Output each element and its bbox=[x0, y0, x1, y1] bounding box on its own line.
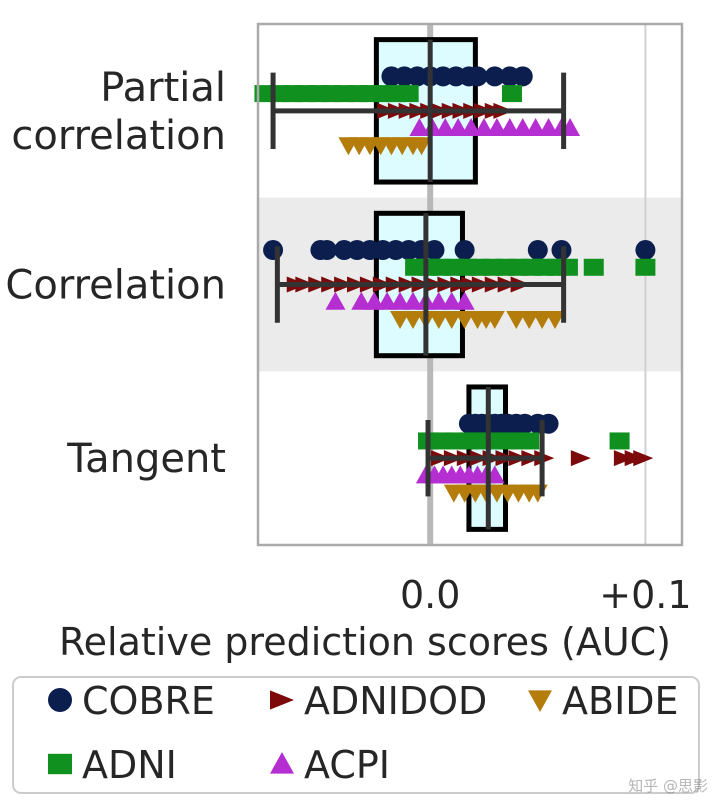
data-point-cobre bbox=[454, 240, 475, 261]
legend-marker-acpi bbox=[270, 752, 294, 774]
data-point-acpi bbox=[441, 291, 462, 310]
data-point-abide bbox=[519, 310, 540, 329]
legend-label-adnidod: ADNIDOD bbox=[304, 679, 487, 723]
data-point-cobre bbox=[512, 66, 533, 87]
data-point-acpi bbox=[448, 118, 469, 137]
data-point-cobre bbox=[635, 240, 656, 261]
category-label: Correlation bbox=[5, 263, 226, 309]
legend-label-adni: ADNI bbox=[82, 743, 177, 787]
data-point-acpi bbox=[428, 291, 449, 310]
category-label: Partial correlation bbox=[11, 65, 226, 159]
legend-label-cobre: COBRE bbox=[82, 679, 215, 723]
data-point-abide bbox=[390, 310, 411, 329]
data-point-abide bbox=[411, 137, 432, 156]
data-point-acpi bbox=[409, 118, 430, 137]
data-point-cobre bbox=[263, 240, 284, 261]
data-point-acpi bbox=[512, 118, 533, 137]
data-point-adni bbox=[609, 432, 630, 450]
data-point-acpi bbox=[454, 291, 475, 310]
data-point-abide bbox=[402, 310, 423, 329]
legend-marker-adni bbox=[48, 753, 72, 775]
data-point-abide bbox=[454, 310, 475, 329]
data-point-acpi bbox=[499, 118, 520, 137]
plot-frame bbox=[256, 22, 684, 547]
data-point-abide bbox=[428, 310, 449, 329]
data-point-acpi bbox=[435, 118, 456, 137]
x-tick-label: +0.1 bbox=[599, 573, 691, 617]
data-point-cobre bbox=[527, 240, 548, 261]
data-point-adni bbox=[557, 258, 578, 276]
x-axis-label: Relative prediction scores (AUC) bbox=[59, 620, 671, 664]
data-point-adnidod bbox=[633, 450, 654, 467]
data-point-acpi bbox=[325, 291, 346, 310]
data-point-acpi bbox=[364, 291, 385, 310]
data-point-abide bbox=[484, 310, 505, 329]
legend-label-acpi: ACPI bbox=[304, 743, 390, 787]
data-point-acpi bbox=[486, 118, 507, 137]
legend-label-abide: ABIDE bbox=[562, 679, 679, 723]
data-point-acpi bbox=[525, 118, 546, 137]
data-point-adni bbox=[519, 432, 540, 450]
data-point-adni bbox=[635, 258, 656, 276]
data-point-cobre bbox=[484, 66, 505, 87]
data-point-cobre bbox=[467, 66, 488, 87]
legend-frame bbox=[12, 676, 700, 794]
watermark-text: 知乎 @思影 bbox=[628, 777, 708, 795]
data-point-adnidod bbox=[613, 450, 634, 467]
data-point-adni bbox=[430, 432, 451, 450]
data-point-acpi bbox=[351, 291, 372, 310]
legend-marker-abide bbox=[528, 690, 552, 712]
legend: COBRE ADNIDOD ABIDE ADNI ACPI bbox=[12, 676, 700, 794]
data-point-abide bbox=[506, 310, 527, 329]
category-label: Tangent bbox=[66, 436, 226, 482]
data-point-adni bbox=[254, 85, 275, 103]
data-point-acpi bbox=[377, 291, 398, 310]
data-point-cobre bbox=[316, 240, 337, 261]
legend-marker-adnidod bbox=[270, 690, 294, 710]
data-point-adnidod bbox=[570, 450, 591, 467]
data-point-acpi bbox=[538, 118, 559, 137]
data-point-abide bbox=[532, 310, 553, 329]
data-point-acpi bbox=[390, 291, 411, 310]
data-point-cobre bbox=[424, 240, 445, 261]
data-point-adni bbox=[501, 85, 522, 103]
data-point-acpi bbox=[461, 118, 482, 137]
data-point-adni bbox=[398, 85, 419, 103]
category-label-line: Tangent bbox=[66, 436, 226, 482]
category-label-line: correlation bbox=[11, 113, 226, 159]
legend-marker-cobre bbox=[48, 688, 72, 712]
category-label-line: Partial bbox=[100, 65, 226, 111]
data-point-abide bbox=[545, 310, 566, 329]
category-label-line: Correlation bbox=[5, 263, 226, 309]
data-point-adni bbox=[583, 258, 604, 276]
data-point-abide bbox=[441, 310, 462, 329]
x-tick-label: 0.0 bbox=[400, 573, 460, 617]
data-point-acpi bbox=[473, 118, 494, 137]
data-point-acpi bbox=[402, 291, 423, 310]
